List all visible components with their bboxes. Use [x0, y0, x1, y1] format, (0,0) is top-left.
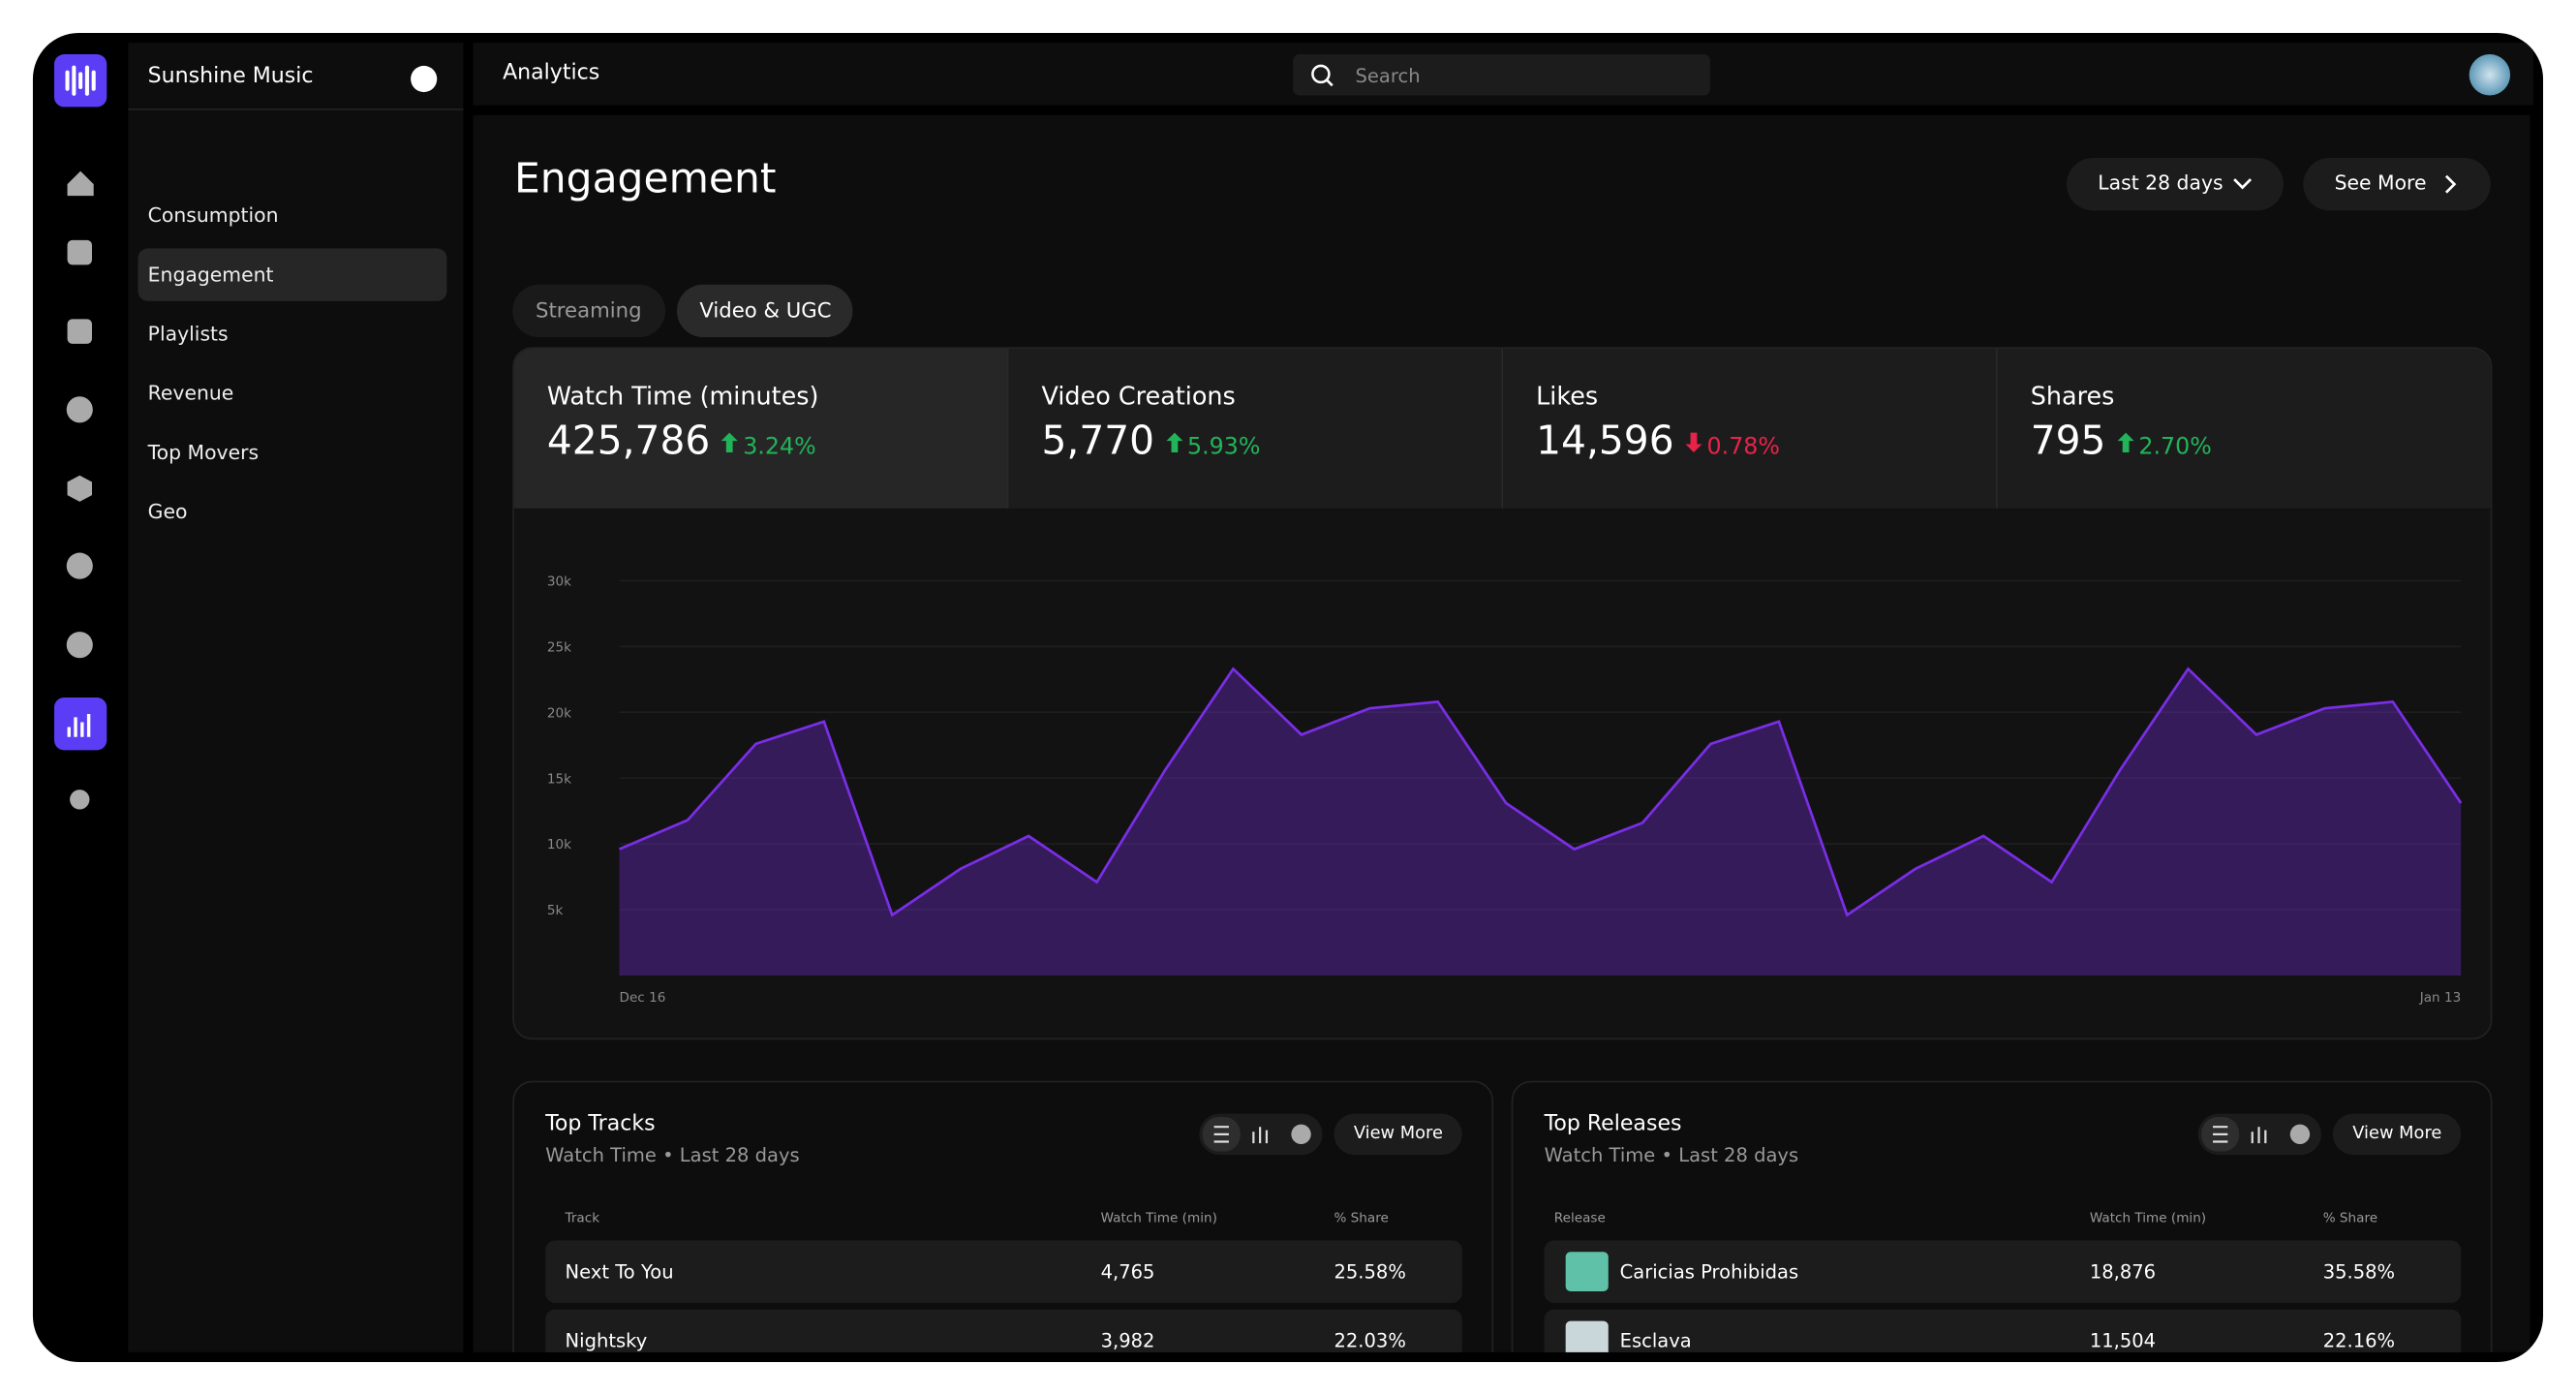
kpi-value-row: 5,770 5.93%: [1042, 418, 1469, 464]
app-frame: Sunshine Music Consumption Engagement Play…: [32, 32, 2544, 1363]
table-cell: Next To You: [565, 1259, 674, 1284]
table-subtitle: Watch Time • Last 28 days: [545, 1143, 800, 1166]
area-chart: 5k 10k 15k 20k 25k 30k Dec 16 Jan 13: [547, 574, 2463, 1006]
table-row[interactable]: Nightsky 3,982 22.03%: [545, 1309, 1462, 1352]
kpi-card[interactable]: Video Creations 5,770 5.93%: [1008, 348, 1504, 509]
cover-art: [1565, 1320, 1609, 1352]
column-header: Watch Time (min): [1100, 1210, 1217, 1226]
top-bar: Analytics Search: [473, 43, 2533, 106]
column-header: % Share: [1334, 1210, 1389, 1226]
y-tick-label: 10k: [547, 837, 571, 852]
kpi-change: 2.70%: [2138, 434, 2212, 461]
table-card: Top Releases Watch Time • Last 28 days Vie…: [1511, 1080, 2493, 1352]
y-tick-label: 20k: [547, 705, 571, 721]
kpi-change: 5.93%: [1187, 434, 1261, 461]
x-tick-label: Jan 13: [2419, 990, 2461, 1006]
cover-art: [1565, 1252, 1609, 1292]
y-tick-label: 5k: [547, 903, 564, 918]
table-cell: 11,504: [2089, 1329, 2157, 1352]
trend-arrow: [1165, 432, 1182, 452]
nav-item[interactable]: Geo: [147, 500, 188, 523]
kpi-value: 5,770: [1041, 418, 1155, 464]
kpi-value: 425,786: [546, 418, 711, 464]
kpi-value: 14,596: [1536, 418, 1674, 464]
area-fill: [619, 668, 2462, 976]
nav-item[interactable]: Engagement: [138, 248, 447, 301]
kpi-change: 0.78%: [1706, 434, 1780, 461]
column-header: % Share: [2322, 1210, 2378, 1226]
trend-arrow: [721, 432, 739, 452]
trend-arrow: [1685, 432, 1702, 452]
table-cell: 22.03%: [1334, 1329, 1406, 1352]
kpi-label: Video Creations: [1041, 381, 1236, 412]
kpi-row: Watch Time (minutes) 425,786 3.24% Video Cr…: [513, 348, 2491, 509]
table-cell: 35.58%: [2322, 1259, 2396, 1284]
kpi-value-row: 14,596 0.78%: [1536, 418, 1963, 464]
kpi-value-row: 795 2.70%: [2031, 418, 2458, 464]
see-more-label: See More: [2334, 170, 2427, 195]
area-line: [619, 666, 2463, 917]
date-range-button[interactable]: Last 28 days: [2067, 158, 2284, 211]
kpi-card[interactable]: Likes 14,596 0.78%: [1503, 348, 1998, 509]
y-tick-label: 25k: [547, 639, 571, 655]
divider: [128, 108, 464, 110]
avatar[interactable]: [2469, 54, 2511, 96]
kpi-label: Watch Time (minutes): [546, 381, 819, 412]
kpi-value: 795: [2030, 418, 2106, 464]
nav-item[interactable]: Top Movers: [147, 441, 260, 464]
date-range: Last 28 days: [2098, 170, 2223, 195]
logo[interactable]: [53, 54, 107, 108]
table-cell: 22.16%: [2322, 1329, 2396, 1352]
table-cell: 25.58%: [1334, 1259, 1406, 1284]
y-tick-label: 30k: [547, 574, 571, 590]
table-cell: 4,765: [1100, 1259, 1155, 1284]
kpi-label: Likes: [1536, 381, 1599, 412]
see-more-button[interactable]: See More: [2303, 158, 2491, 211]
column-header: Watch Time (min): [2089, 1210, 2207, 1226]
table-cell: Nightsky: [565, 1329, 648, 1352]
table-cell: 3,982: [1100, 1329, 1155, 1352]
table-subtitle: Watch Time • Last 28 days: [1544, 1143, 1799, 1166]
table-card: Top Tracks Watch Time • Last 28 days View …: [512, 1080, 1494, 1352]
column-header: Release: [1553, 1210, 1606, 1226]
x-tick-label: Dec 16: [620, 990, 666, 1006]
tab[interactable]: Video & UGC: [676, 284, 853, 338]
sidebar: Sunshine Music Consumption Engagement Play…: [128, 43, 464, 1352]
app-name: Sunshine Music: [147, 64, 314, 89]
table-title: Top Tracks: [545, 1111, 656, 1137]
page-title: Engagement: [513, 154, 777, 202]
metrics-card: Watch Time (minutes) 425,786 3.24% Video Cr…: [512, 347, 2493, 1040]
y-tick-label: 15k: [547, 771, 571, 787]
table-row[interactable]: Next To You 4,765 25.58%: [545, 1240, 1462, 1303]
view-toggle[interactable]: [1199, 1113, 1323, 1156]
kpi-card[interactable]: Watch Time (minutes) 425,786 3.24%: [513, 348, 1009, 509]
settings-button[interactable]: [411, 65, 438, 93]
icon-rail[interactable]: [33, 132, 128, 822]
main-panel: Engagement Last 28 days See More Streami…: [473, 114, 2530, 1352]
view-more-button[interactable]: View More: [2332, 1113, 2462, 1156]
nav-item[interactable]: Playlists: [147, 322, 229, 346]
nav-item[interactable]: Consumption: [147, 203, 279, 228]
nav-item[interactable]: Revenue: [147, 381, 234, 405]
kpi-change: 3.24%: [743, 434, 816, 461]
table-title: Top Releases: [1544, 1111, 1682, 1137]
table-cell: Esclava: [1619, 1329, 1692, 1352]
column-header: Track: [565, 1210, 600, 1226]
view-toggle[interactable]: [2197, 1113, 2322, 1156]
kpi-card[interactable]: Shares 795 2.70%: [1997, 348, 2491, 509]
table-cell: 18,876: [2089, 1259, 2157, 1284]
table-cell: Caricias Prohibidas: [1619, 1259, 1799, 1284]
kpi-label: Shares: [2030, 381, 2115, 412]
tab[interactable]: Streaming: [512, 284, 665, 338]
trend-arrow: [2117, 432, 2134, 452]
header-title: Analytics: [503, 60, 600, 86]
search-placeholder: Search: [1355, 64, 1421, 87]
kpi-value-row: 425,786 3.24%: [547, 418, 974, 464]
view-more-button[interactable]: View More: [1334, 1113, 1462, 1156]
search-box[interactable]: Search: [1293, 54, 1710, 96]
table-row[interactable]: Esclava 11,504 22.16%: [1544, 1309, 2462, 1352]
table-row[interactable]: Caricias Prohibidas 18,876 35.58%: [1544, 1240, 2462, 1303]
